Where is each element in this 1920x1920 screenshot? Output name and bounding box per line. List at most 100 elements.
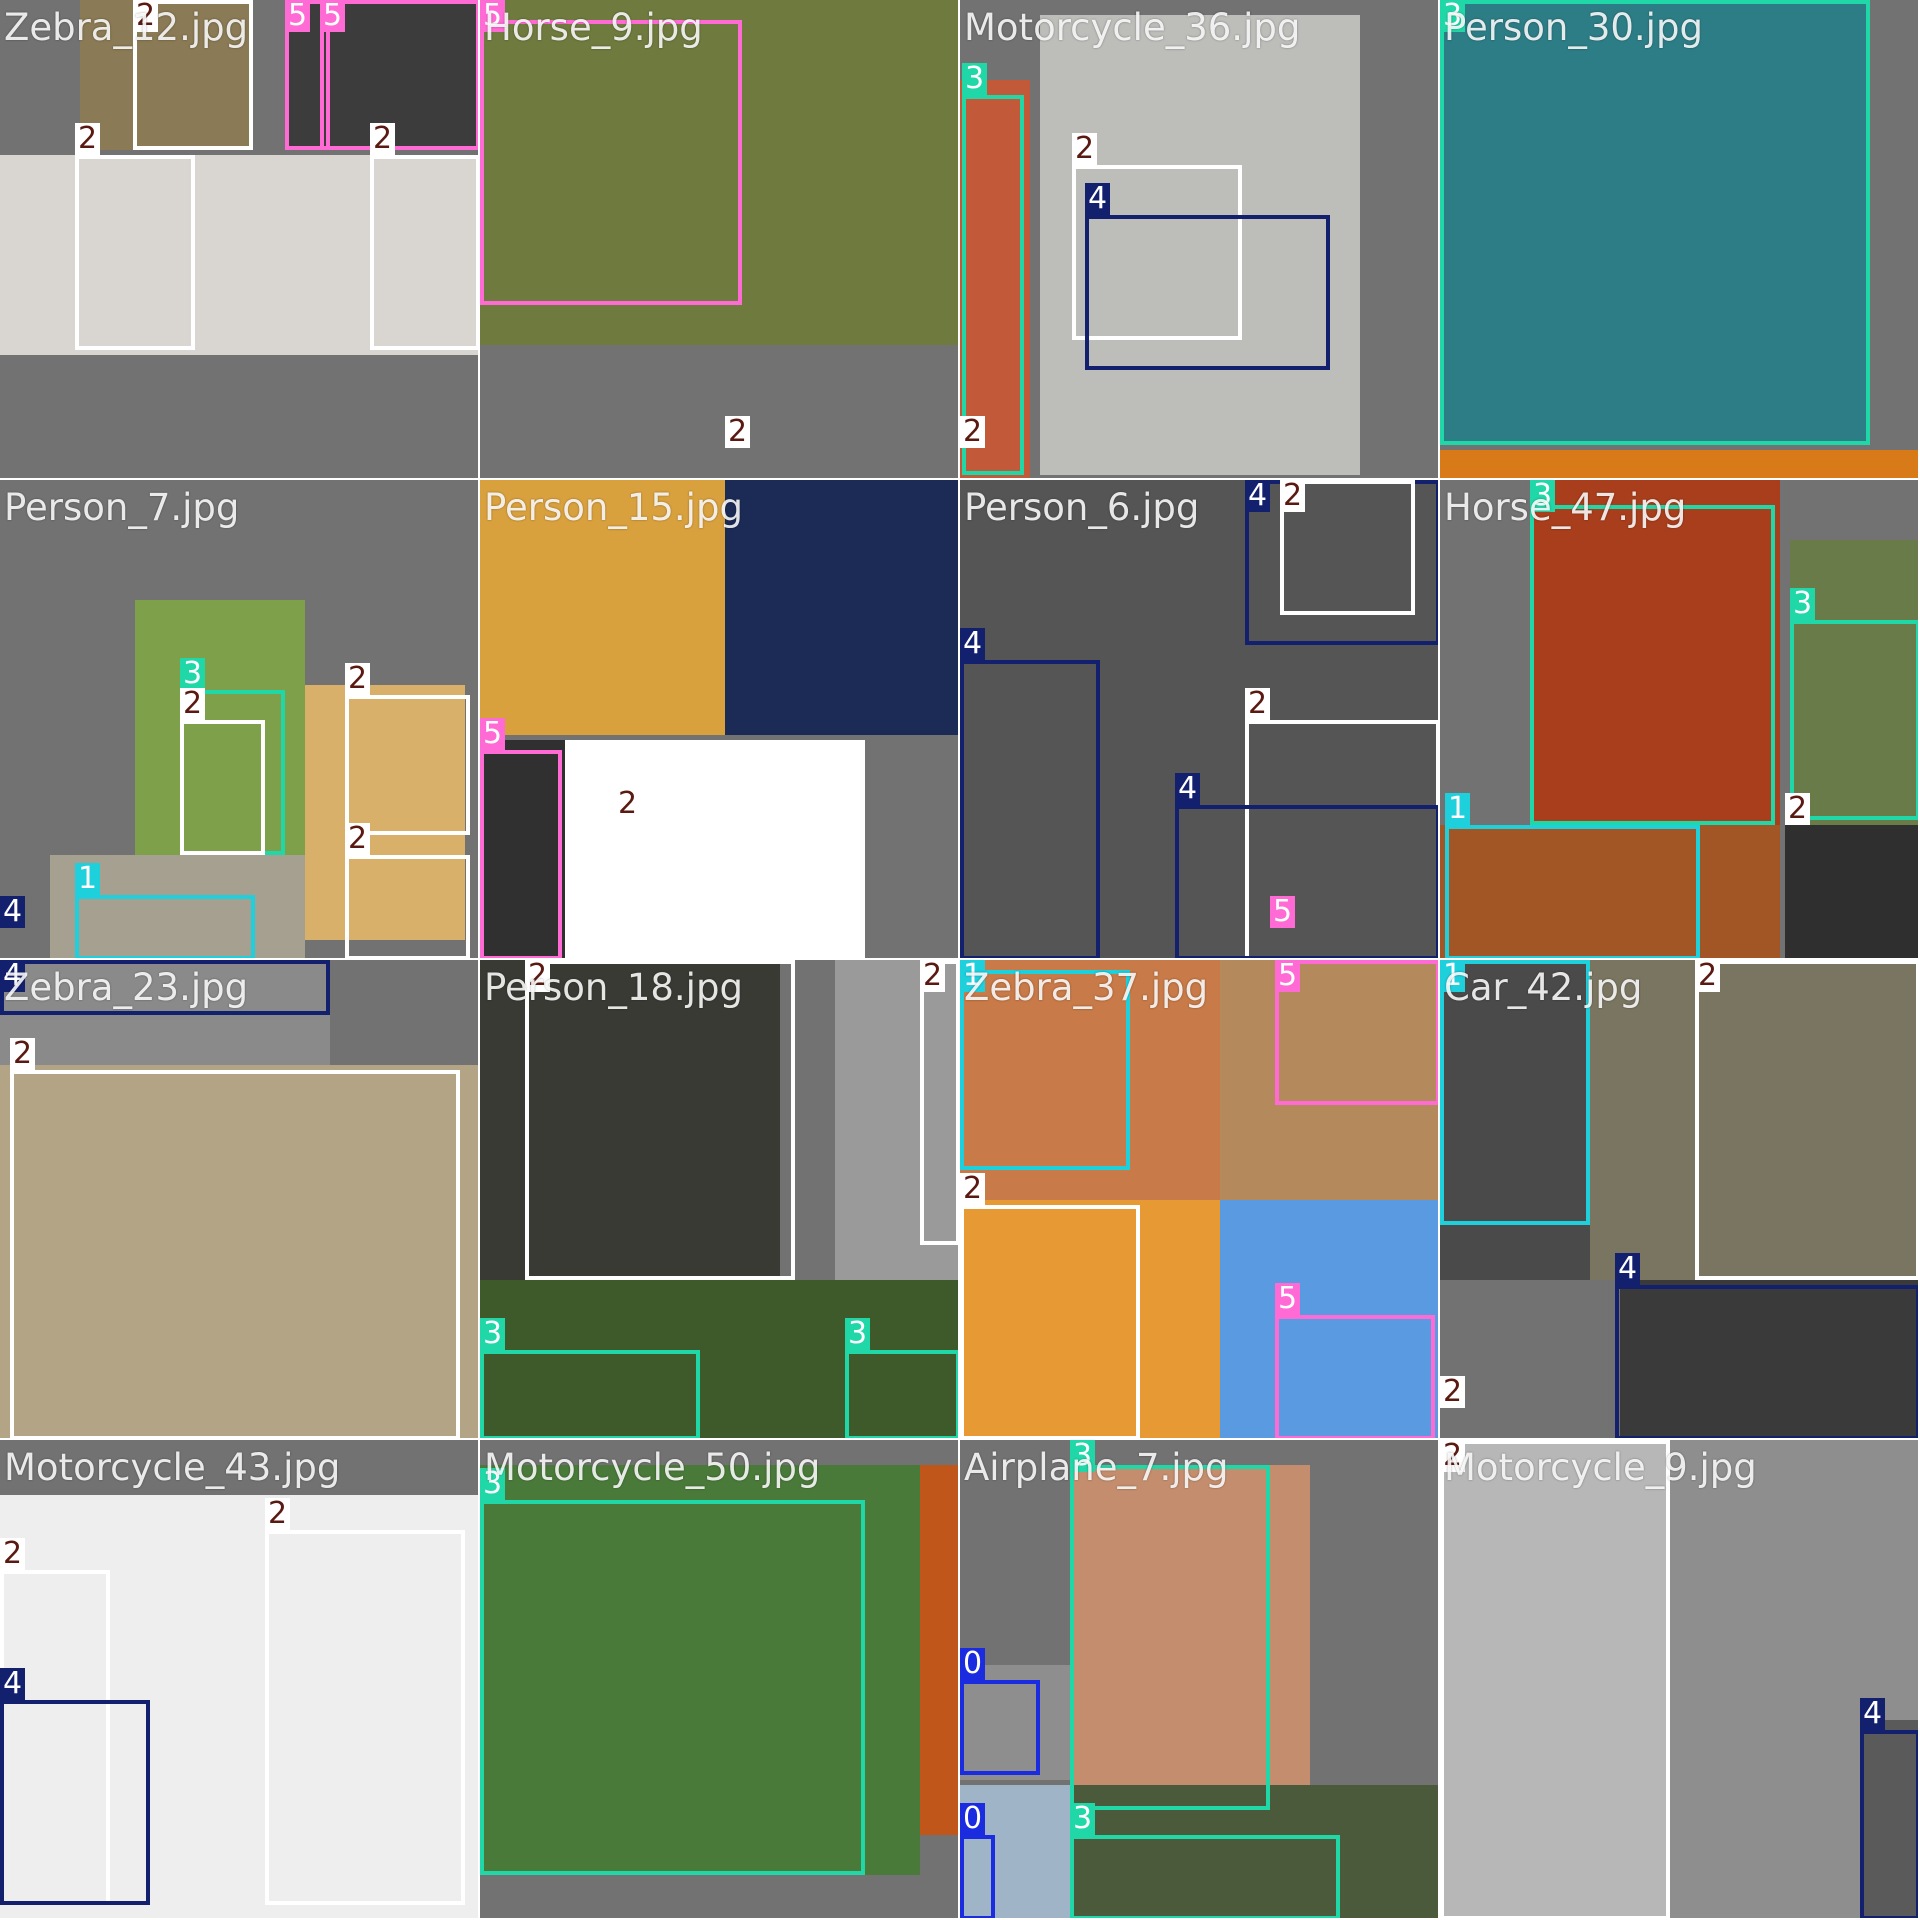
photo-region <box>480 1280 958 1438</box>
photo-region <box>1440 1440 1670 1918</box>
photo-region <box>480 1465 920 1875</box>
class-label: 2 <box>1440 1440 1466 1472</box>
bounding-box <box>1085 215 1330 370</box>
bounding-box <box>370 155 478 350</box>
mosaic-tile: 5 2 Person_15.jpg <box>480 480 960 960</box>
class-label: 2 <box>960 1173 986 1205</box>
photo-region <box>1590 960 1918 1280</box>
bounding-box <box>960 1680 1040 1775</box>
class-label: 3 <box>1530 480 1556 512</box>
bounding-box <box>1615 1285 1918 1438</box>
bounding-box <box>1530 505 1775 825</box>
photo-region <box>0 155 478 355</box>
class-label: 3 <box>962 63 988 95</box>
bounding-box <box>1072 165 1242 340</box>
mosaic-tile: 3 2 4 2 Motorcycle_36.jpg <box>960 0 1440 480</box>
tile-filename: Zebra_23.jpg <box>4 966 249 1009</box>
bounding-box <box>1445 825 1700 958</box>
mosaic-tile: 3 Person_30.jpg <box>1440 0 1920 480</box>
photo-region <box>1620 1280 1918 1438</box>
photo-region <box>1220 1200 1438 1438</box>
tile-filename: Airplane_7.jpg <box>964 1446 1229 1489</box>
class-label: 3 <box>1440 0 1466 32</box>
class-label: 2 <box>345 823 371 855</box>
bounding-box <box>480 1500 865 1875</box>
class-label: 2 <box>265 1498 291 1530</box>
bounding-box <box>480 1350 700 1438</box>
bounding-box <box>615 820 745 958</box>
mosaic-tile: 4 2 4 2 4 5 Person_6.jpg <box>960 480 1440 960</box>
class-label: 3 <box>1790 588 1816 620</box>
class-label: 2 <box>920 960 946 992</box>
photo-region <box>305 685 465 940</box>
class-label: 1 <box>75 863 101 895</box>
mosaic-tile: 1 5 2 5 Zebra_37.jpg <box>960 960 1440 1440</box>
bounding-box <box>920 960 958 1245</box>
photo-region <box>480 960 780 1280</box>
class-label: 3 <box>845 1318 871 1350</box>
bounding-box <box>345 855 470 958</box>
tile-filename: Motorcycle_9.jpg <box>1444 1446 1757 1489</box>
class-label: 2 <box>133 0 159 32</box>
tile-filename: Horse_9.jpg <box>484 6 703 49</box>
bounding-box <box>75 155 195 350</box>
class-label: 0 <box>960 1803 986 1835</box>
mosaic-tile: 4 2 Zebra_23.jpg <box>0 960 480 1440</box>
class-label: 4 <box>1615 1253 1641 1285</box>
photo-region <box>960 480 1438 958</box>
photo-region <box>1440 825 1780 958</box>
class-label: 4 <box>1085 183 1111 215</box>
tile-filename: Person_6.jpg <box>964 486 1200 529</box>
bounding-box <box>480 20 742 305</box>
class-label: 3 <box>180 658 206 690</box>
mosaic-tile: 2 5 5 2 2 Zebra_12.jpg <box>0 0 480 480</box>
mosaic-tile: 2 2 4 Motorcycle_43.jpg <box>0 1440 480 1920</box>
class-label: 2 <box>180 688 206 720</box>
tile-filename: Zebra_12.jpg <box>4 6 249 49</box>
class-label: 2 <box>725 416 751 448</box>
mosaic-tile: 3 Motorcycle_50.jpg <box>480 1440 960 1920</box>
photo-region <box>1790 540 1918 825</box>
photo-region <box>1040 15 1360 475</box>
bounding-box <box>1070 1465 1270 1810</box>
photo-region <box>1785 825 1918 958</box>
mosaic-tile: 3 0 0 3 Airplane_7.jpg <box>960 1440 1440 1920</box>
class-label: 2 <box>1695 960 1721 992</box>
class-label: 1 <box>1440 960 1466 992</box>
class-label: 4 <box>0 1668 26 1700</box>
bounding-box <box>133 0 253 150</box>
bounding-box <box>1175 805 1438 958</box>
photo-region <box>0 1495 478 1918</box>
mosaic-tile: 1 2 4 2 Car_42.jpg <box>1440 960 1920 1440</box>
class-label: 1 <box>960 960 986 992</box>
photo-region <box>480 740 565 958</box>
tile-filename: Person_18.jpg <box>484 966 743 1009</box>
bounding-box <box>845 1350 958 1438</box>
bounding-box <box>320 0 478 150</box>
class-label: 2 <box>370 123 396 155</box>
mosaic-tile: 2 4 Motorcycle_9.jpg <box>1440 1440 1920 1920</box>
class-label: 3 <box>480 1318 506 1350</box>
class-label: 2 <box>1785 793 1811 825</box>
class-label: 4 <box>1175 773 1201 805</box>
bounding-box <box>265 1530 465 1905</box>
class-label: 3 <box>480 1468 506 1500</box>
photo-region <box>1440 0 1870 445</box>
photo-region <box>725 480 958 735</box>
bounding-box <box>960 660 1100 958</box>
bounding-box <box>1695 960 1918 1280</box>
tile-filename: Person_30.jpg <box>1444 6 1703 49</box>
class-label: 5 <box>320 0 346 32</box>
photo-region <box>960 960 1220 1200</box>
mosaic-tile: 3 2 2 2 1 4 Person_7.jpg <box>0 480 480 960</box>
photo-region <box>920 1465 958 1835</box>
class-label: 2 <box>1280 480 1306 512</box>
tile-filename: Horse_47.jpg <box>1444 486 1687 529</box>
bounding-box <box>962 95 1024 475</box>
tile-filename: Person_15.jpg <box>484 486 743 529</box>
class-label: 4 <box>1860 1698 1886 1730</box>
photo-region <box>1860 1720 1918 1918</box>
bounding-box <box>1860 1730 1918 1918</box>
class-label: 2 <box>1440 1376 1466 1408</box>
